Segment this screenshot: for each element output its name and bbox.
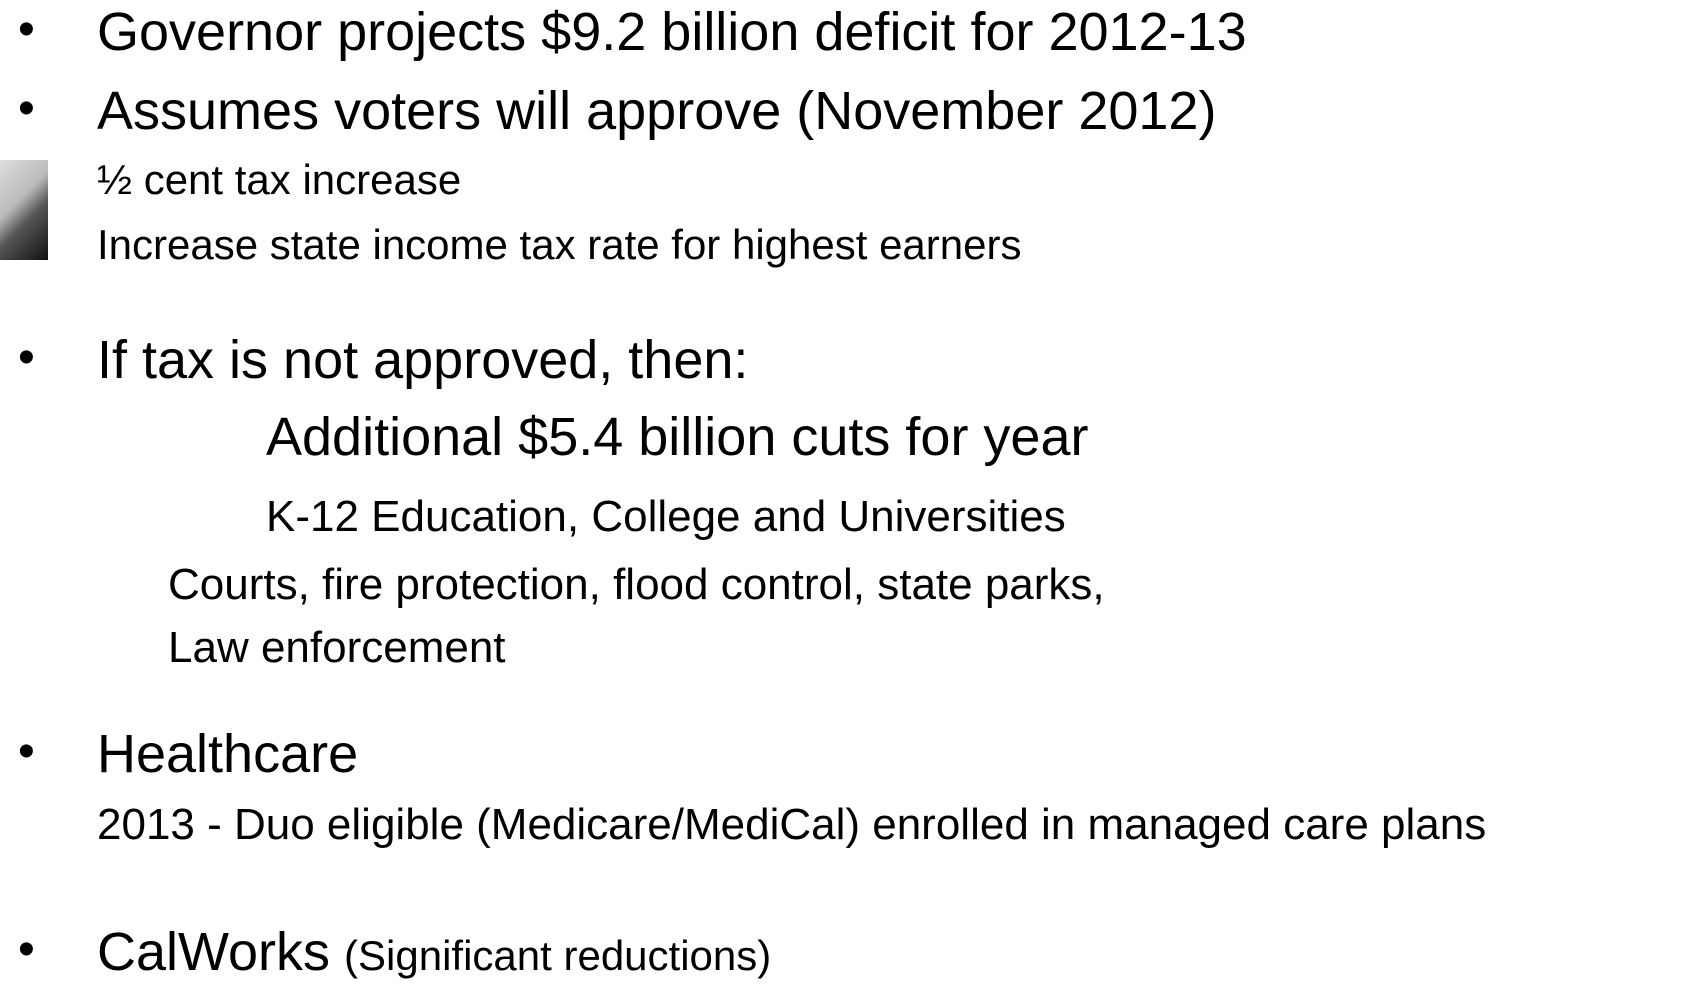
bullet: •	[18, 331, 35, 384]
sub-item: Increase state income tax rate for highe…	[97, 220, 1022, 268]
bullet-text: If tax is not approved, then:	[97, 329, 749, 390]
note: (Significant reductions)	[344, 931, 772, 979]
image-fragment	[0, 160, 48, 260]
sub-item: Law enforcement	[168, 622, 506, 672]
sub-item: 2013 - Duo eligible (Medicare/MediCal) e…	[97, 799, 1487, 849]
bullet: •	[18, 923, 35, 976]
bullet-text: Governor projects $9.2 billion deficit f…	[97, 1, 1247, 62]
sub-item: ½ cent tax increase	[97, 155, 462, 203]
bullet-text: CalWorks (Significant reductions)	[97, 921, 772, 982]
bullet-text: Healthcare	[97, 723, 359, 784]
bullet-text: Assumes voters will approve (November 20…	[97, 80, 1217, 141]
bullet: •	[18, 3, 35, 56]
bullet: •	[18, 82, 35, 135]
sub-item: K-12 Education, College and Universities	[266, 491, 1066, 541]
bullet: •	[18, 725, 35, 778]
sub-item: Courts, fire protection, flood control, …	[168, 559, 1105, 609]
sub-item: Additional $5.4 billion cuts for year	[266, 406, 1089, 467]
